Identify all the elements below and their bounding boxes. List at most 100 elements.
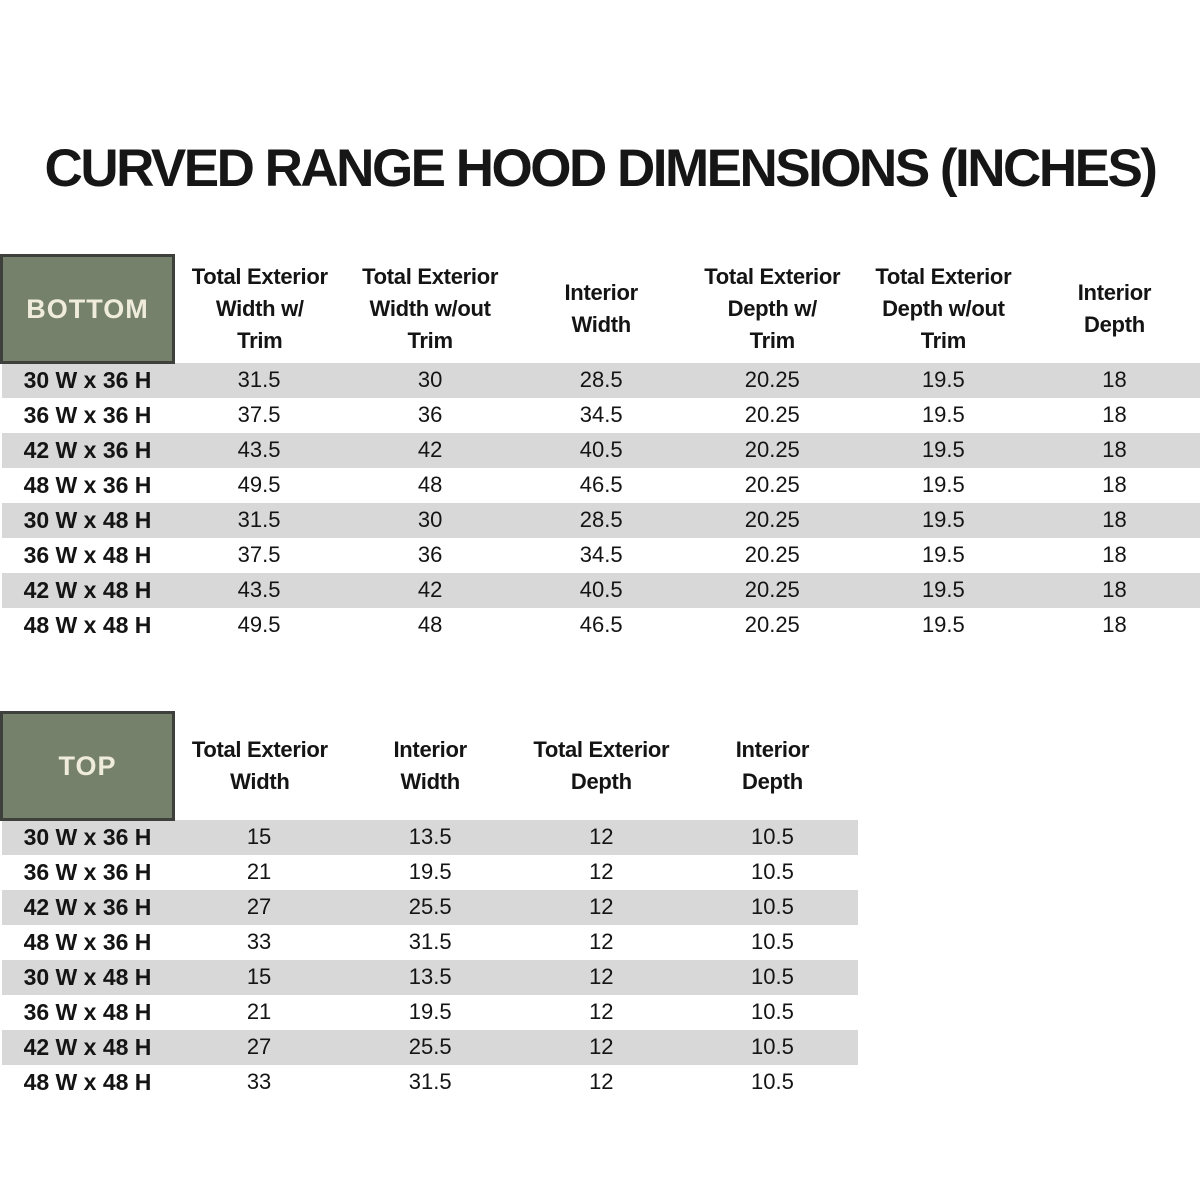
table-row: 42 W x 36 H 27 25.5 12 10.5 — [1, 889, 858, 925]
row-size-label: 30 W x 48 H — [23, 506, 152, 533]
cell-value: 43.5 — [237, 577, 281, 602]
cell-value: 37.5 — [237, 402, 281, 427]
cell-value: 36 — [417, 402, 443, 427]
row-size-label: 30 W x 36 H — [23, 824, 152, 851]
cell-value: 21 — [246, 859, 272, 884]
cell-value: 10.5 — [751, 964, 794, 989]
top-table-label: TOP — [0, 711, 175, 821]
cell-value: 12 — [589, 929, 614, 954]
column-header: Total Exterior Depth w/ Trim — [686, 255, 858, 363]
cell-value: 10.5 — [751, 894, 794, 919]
cell-value: 25.5 — [408, 894, 452, 919]
cell-value: 12 — [589, 824, 614, 849]
row-size-label: 48 W x 48 H — [23, 611, 152, 638]
cell-value: 18 — [1102, 402, 1127, 427]
cell-value: 10.5 — [751, 824, 794, 849]
table-row: 36 W x 48 H 37.5 36 34.5 20.25 19.5 18 — [1, 537, 1200, 573]
cell-value: 20.25 — [744, 612, 800, 637]
cell-value: 30 — [417, 507, 443, 532]
cell-value: 10.5 — [751, 859, 794, 884]
cell-value: 42 — [417, 437, 443, 462]
row-size-label: 48 W x 36 H — [23, 471, 152, 498]
column-header: Total Exterior Width w/out Trim — [344, 255, 516, 363]
table-row: 36 W x 36 H 21 19.5 12 10.5 — [1, 854, 858, 890]
cell-value: 34.5 — [579, 402, 623, 427]
cell-value: 20.25 — [744, 367, 800, 392]
column-header: Total Exterior Depth w/out Trim — [857, 255, 1029, 363]
cell-value: 27 — [246, 1034, 272, 1059]
cell-value: 19.5 — [921, 402, 965, 427]
cell-value: 13.5 — [408, 964, 452, 989]
cell-value: 19.5 — [921, 472, 965, 497]
cell-value: 19.5 — [921, 577, 965, 602]
cell-value: 33 — [246, 1069, 272, 1094]
cell-value: 49.5 — [237, 472, 281, 497]
cell-value: 19.5 — [921, 437, 965, 462]
row-size-label: 42 W x 48 H — [23, 576, 152, 603]
cell-value: 19.5 — [408, 859, 452, 884]
cell-value: 42 — [417, 577, 443, 602]
cell-value: 48 — [417, 612, 443, 637]
column-header: Interior Depth — [686, 712, 858, 820]
cell-value: 10.5 — [751, 1034, 794, 1059]
row-size-label: 42 W x 36 H — [23, 893, 152, 920]
cell-value: 31.5 — [237, 367, 281, 392]
table-row: 42 W x 48 H 43.5 42 40.5 20.25 19.5 18 — [1, 572, 1200, 608]
cell-value: 20.25 — [744, 472, 800, 497]
cell-value: 48 — [417, 472, 443, 497]
cell-value: 10.5 — [751, 929, 794, 954]
table-row: 30 W x 36 H 15 13.5 12 10.5 — [1, 819, 858, 855]
column-header: Total Exterior Width — [173, 712, 345, 820]
cell-value: 36 — [417, 542, 443, 567]
cell-value: 19.5 — [408, 999, 452, 1024]
column-header: Interior Width — [515, 255, 687, 363]
cell-value: 18 — [1102, 367, 1127, 392]
cell-value: 20.25 — [744, 507, 800, 532]
cell-value: 40.5 — [579, 577, 623, 602]
cell-value: 21 — [246, 999, 272, 1024]
cell-value: 40.5 — [579, 437, 623, 462]
cell-value: 33 — [246, 929, 272, 954]
cell-value: 12 — [589, 999, 614, 1024]
cell-value: 10.5 — [751, 1069, 794, 1094]
cell-value: 25.5 — [408, 1034, 452, 1059]
table-row: 42 W x 36 H 43.5 42 40.5 20.25 19.5 18 — [1, 432, 1200, 468]
cell-value: 31.5 — [408, 1069, 452, 1094]
row-size-label: 36 W x 48 H — [23, 998, 152, 1025]
cell-value: 46.5 — [579, 472, 623, 497]
row-size-label: 48 W x 36 H — [23, 928, 152, 955]
table-row: 48 W x 36 H 49.5 48 46.5 20.25 19.5 18 — [1, 467, 1200, 503]
cell-value: 20.25 — [744, 542, 800, 567]
cell-value: 30 — [417, 367, 443, 392]
cell-value: 43.5 — [237, 437, 281, 462]
table-row: 42 W x 48 H 27 25.5 12 10.5 — [1, 1029, 858, 1065]
cell-value: 27 — [246, 894, 272, 919]
header-row: TOP Total Exterior Width Interior Width Tot… — [0, 711, 858, 821]
cell-value: 18 — [1102, 472, 1127, 497]
bottom-table-label: BOTTOM — [0, 254, 175, 364]
row-size-label: 30 W x 48 H — [23, 963, 152, 990]
table-row: 36 W x 36 H 37.5 36 34.5 20.25 19.5 18 — [1, 397, 1200, 433]
cell-value: 18 — [1102, 577, 1127, 602]
cell-value: 46.5 — [579, 612, 623, 637]
column-header: Interior Width — [344, 712, 516, 820]
cell-value: 49.5 — [237, 612, 281, 637]
cell-value: 13.5 — [408, 824, 452, 849]
table-row: 48 W x 36 H 33 31.5 12 10.5 — [1, 924, 858, 960]
cell-value: 20.25 — [744, 437, 800, 462]
row-size-label: 30 W x 36 H — [23, 367, 152, 394]
cell-value: 18 — [1102, 437, 1127, 462]
cell-value: 28.5 — [579, 367, 623, 392]
row-size-label: 48 W x 48 H — [23, 1068, 152, 1095]
cell-value: 31.5 — [408, 929, 452, 954]
table-row: 30 W x 48 H 15 13.5 12 10.5 — [1, 959, 858, 995]
cell-value: 19.5 — [921, 542, 965, 567]
table-row: 30 W x 48 H 31.5 30 28.5 20.25 19.5 18 — [1, 502, 1200, 538]
header-row: BOTTOM Total Exterior Width w/ Trim Total … — [0, 254, 1200, 364]
row-size-label: 42 W x 36 H — [23, 436, 152, 463]
row-size-label: 42 W x 48 H — [23, 1033, 152, 1060]
cell-value: 15 — [246, 824, 272, 849]
row-size-label: 36 W x 48 H — [23, 541, 152, 568]
column-header: Total Exterior Width w/ Trim — [173, 255, 345, 363]
cell-value: 10.5 — [751, 999, 794, 1024]
